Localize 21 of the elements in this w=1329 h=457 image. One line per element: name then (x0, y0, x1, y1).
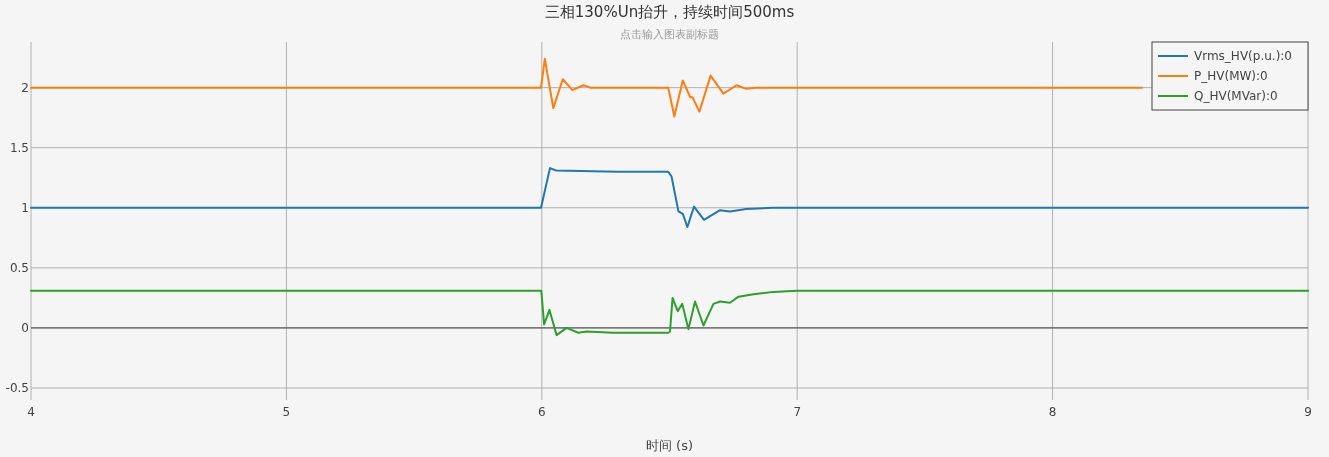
x-tick-label: 9 (1304, 405, 1312, 419)
legend-label: P_HV(MW):0 (1194, 69, 1268, 83)
y-tick-label: 2 (21, 80, 29, 95)
x-tick-label: 6 (537, 405, 546, 419)
x-tick-label: 8 (1048, 405, 1057, 419)
chart-title: 三相130%Un抬升，持续时间500ms (544, 3, 795, 21)
y-tick-label: 0.5 (9, 260, 29, 275)
y-tick-label: -0.5 (5, 380, 29, 395)
x-tick-label: 4 (27, 405, 35, 419)
legend-label: Vrms_HV(p.u.):0 (1194, 49, 1292, 63)
line-series (30, 167, 1309, 229)
x-axis-title: 时间 (s) (645, 438, 694, 453)
y-tick-label: 0 (21, 320, 29, 335)
line-series (30, 57, 1143, 118)
chart-subtitle: 点击输入图表副标题 (620, 28, 719, 41)
y-tick-label: 1 (21, 200, 29, 215)
x-tick-label: 7 (793, 405, 802, 419)
y-tick-label: 1.5 (9, 140, 29, 155)
line-series (30, 289, 1309, 337)
x-tick-label: 5 (282, 405, 291, 419)
legend-label: Q_HV(MVar):0 (1194, 89, 1278, 103)
